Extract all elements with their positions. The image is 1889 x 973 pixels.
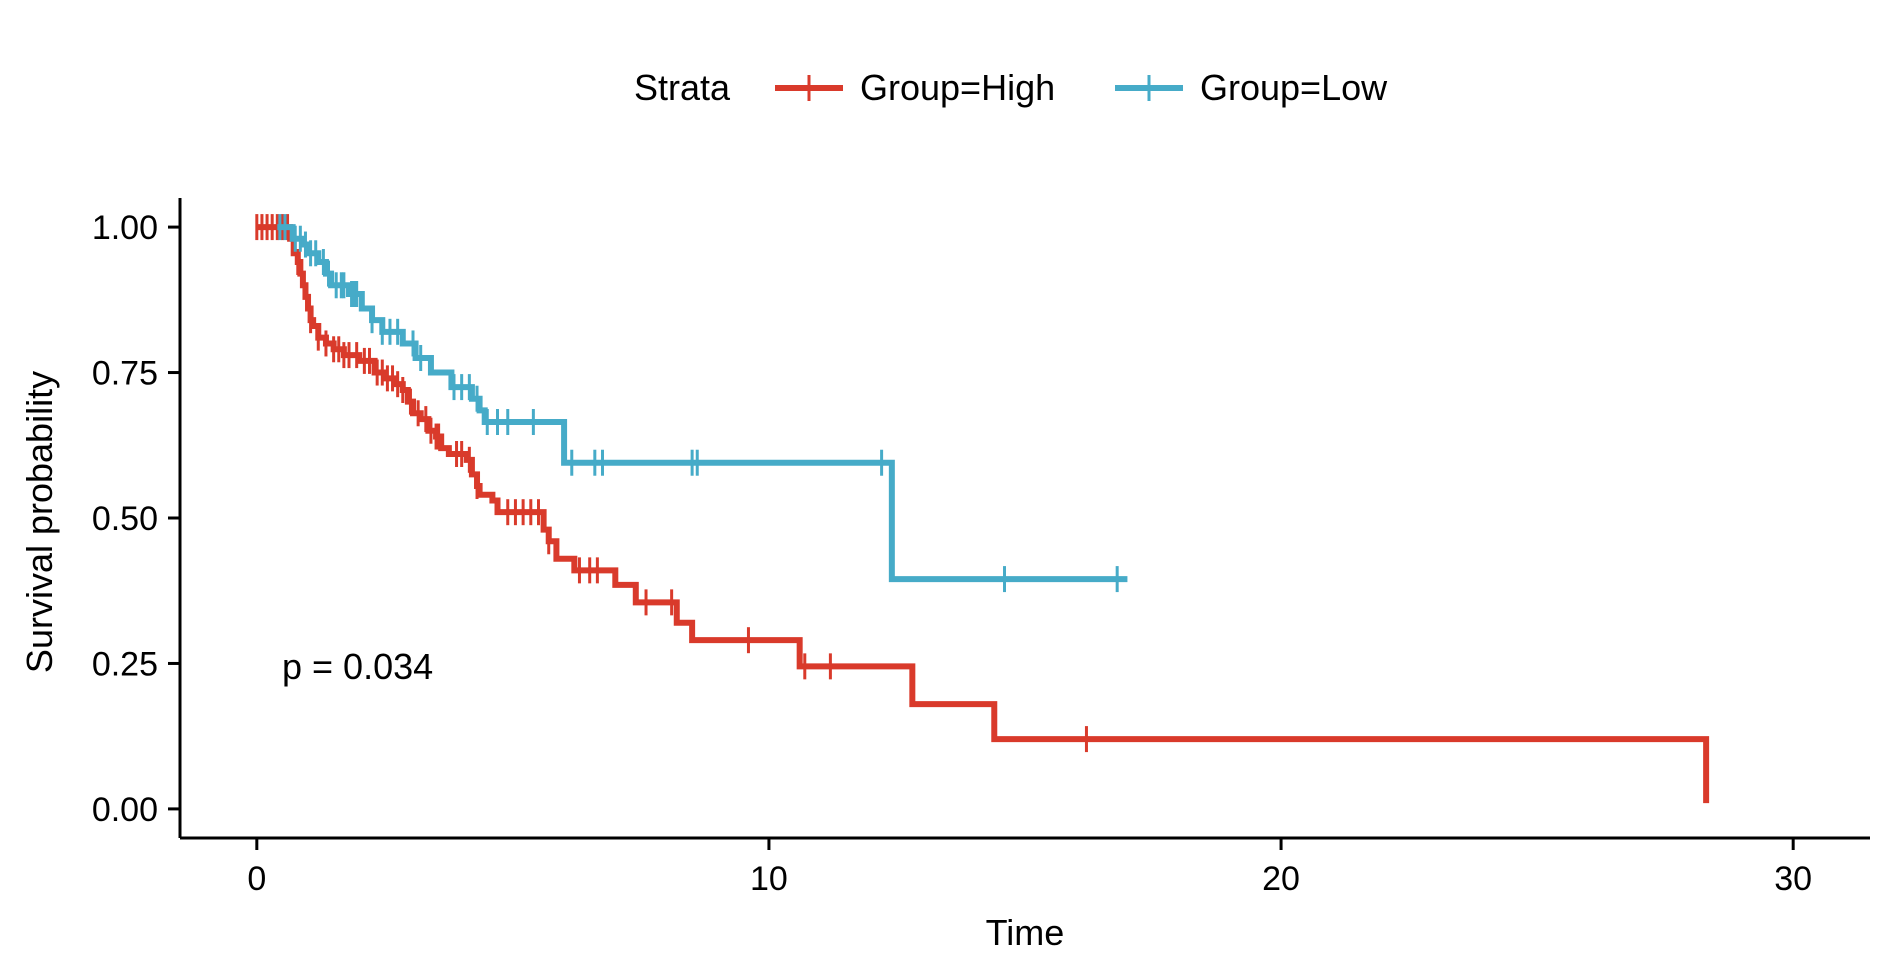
y-tick-label: 0.50: [92, 500, 158, 538]
x-axis-title: Time: [986, 912, 1065, 953]
legend-title: Strata: [634, 67, 731, 108]
y-tick-label: 1.00: [92, 209, 158, 247]
curve-group-high: [256, 224, 1710, 804]
legend-label-group-high: Group=High: [860, 67, 1055, 108]
y-tick-label: 0.25: [92, 645, 158, 683]
y-tick-label: 0.00: [92, 791, 158, 829]
x-tick-label: 10: [750, 860, 788, 898]
x-tick-label: 20: [1262, 860, 1300, 898]
x-tick-label: 30: [1774, 860, 1812, 898]
legend: Strata Group=High Group=Low: [634, 67, 1388, 108]
curve-group-low: [277, 224, 1128, 583]
axes: 0 10 20 30 0.00 0.25 0.50 0.75 1.00 Time Surviv…: [19, 198, 1870, 953]
y-tick-label: 0.75: [92, 355, 158, 393]
legend-label-group-low: Group=Low: [1200, 67, 1388, 108]
plot-area: [255, 214, 1710, 804]
y-axis-title: Survival probability: [19, 371, 60, 673]
x-tick-label: 0: [247, 860, 266, 898]
p-value-annotation: p = 0.034: [282, 646, 433, 687]
